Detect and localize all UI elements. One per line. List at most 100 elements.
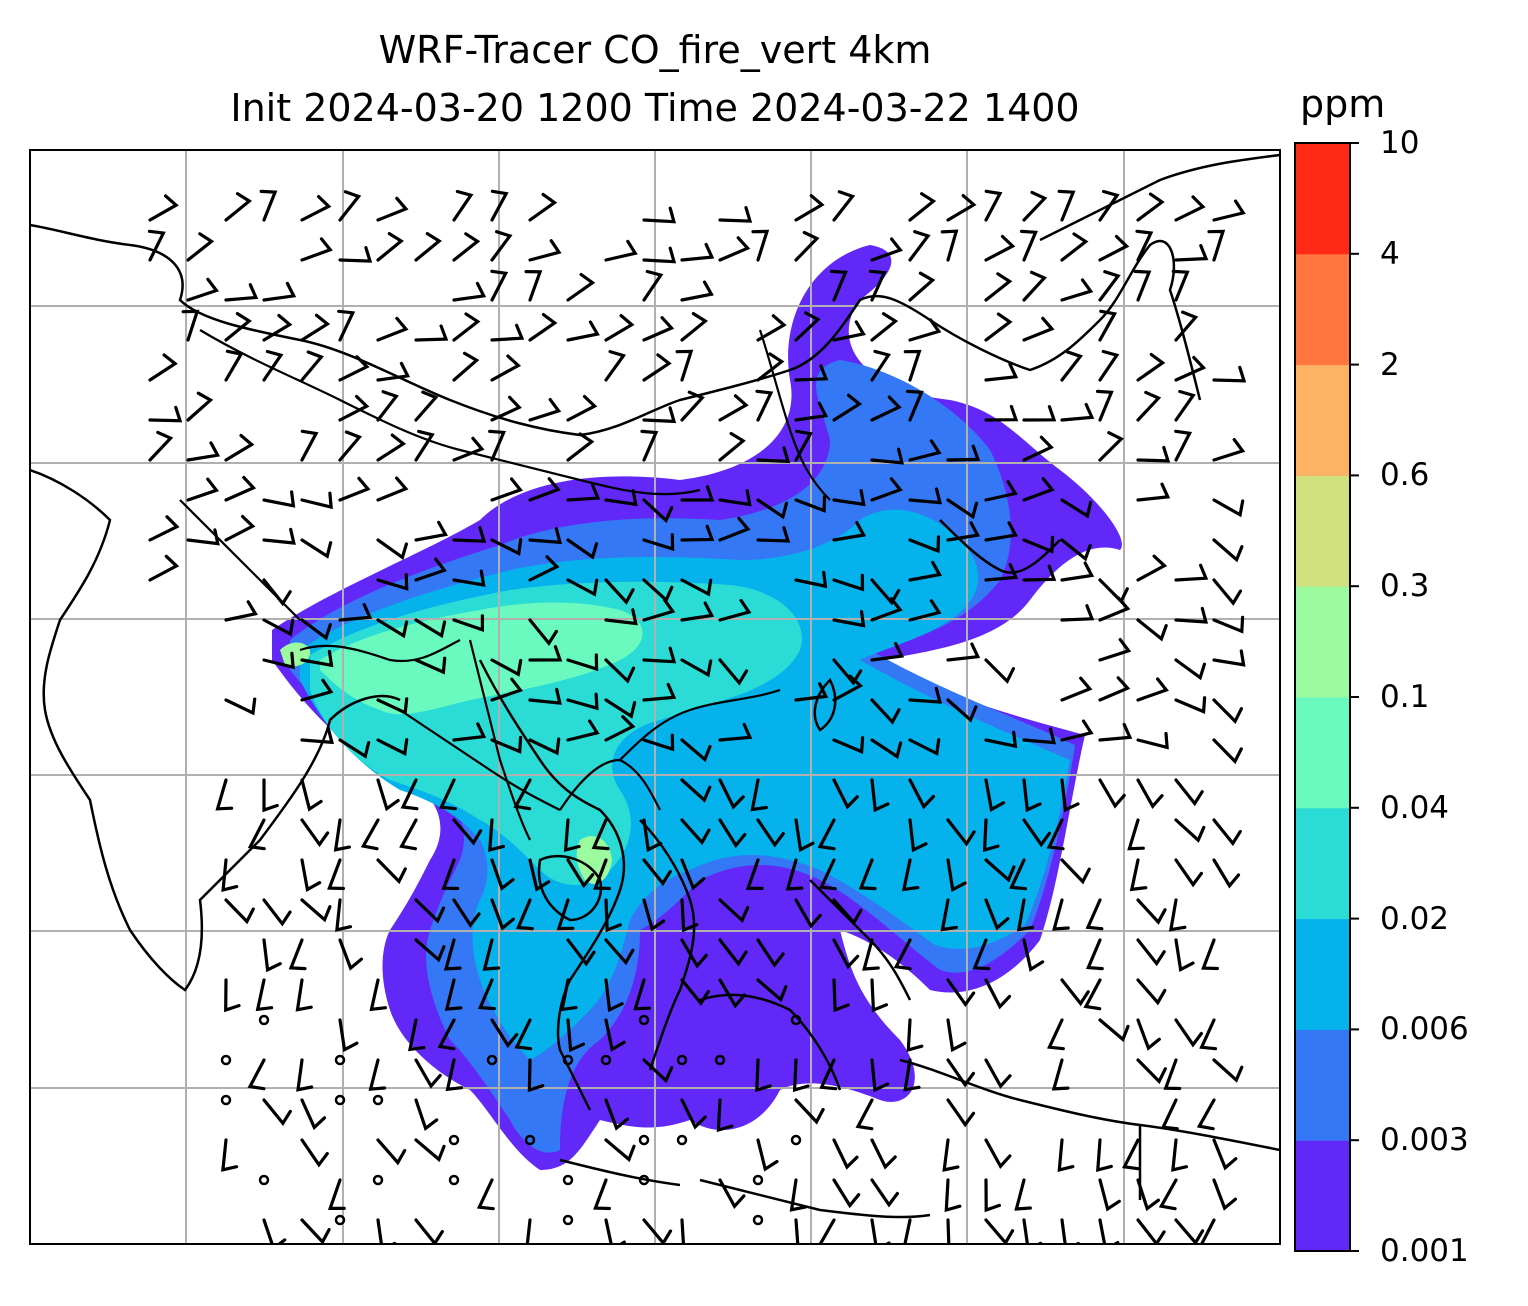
wind-barb [1098,1018,1130,1043]
wind-barb [680,578,713,597]
wind-barb [642,353,672,382]
wind-barb [368,1058,387,1091]
wind-barb [288,938,307,971]
wind-barb [984,234,1016,262]
wind-barb [1174,606,1209,624]
wind-barb [642,1218,673,1244]
wind-barb [186,441,221,462]
wind-barb [1060,1218,1080,1244]
wind-barb [560,978,578,1012]
wind-barb [756,498,789,520]
wind-barb [714,1054,726,1066]
wind-barb [794,682,829,702]
wind-barb [1163,1058,1182,1091]
wind-barb [832,658,863,686]
wind-barb [452,232,481,262]
wind-barb [247,818,266,851]
wind-barb [1098,309,1118,342]
wind-barb [593,1178,611,1211]
wind-barb [338,430,363,462]
wind-barb [1060,350,1084,382]
wind-barb [490,477,523,502]
wind-barb [680,524,715,542]
wind-barb [258,1174,270,1186]
wind-barb [414,557,447,582]
wind-barb [490,658,523,677]
wind-barb [903,1058,921,1092]
wind-barb [148,515,180,542]
wind-barb [908,271,936,302]
wind-barb [376,1138,407,1166]
wind-barb [528,858,551,892]
wind-barb [870,395,902,422]
colorbar-band [1295,364,1350,476]
wind-barb [452,818,483,846]
wind-barb [718,598,752,622]
wind-barb [372,1174,384,1186]
wind-barb [1136,1018,1161,1051]
wind-barb [1136,390,1162,422]
wind-barb [1212,498,1245,518]
wind-barb [1022,1218,1043,1244]
wind-barb [832,898,863,926]
wind-barb [262,1218,287,1244]
wind-barb [794,570,828,589]
colorbar-band [1295,143,1350,255]
wind-barb [984,362,1019,382]
wind-barb [1098,234,1130,262]
wind-barb [1060,858,1091,885]
wind-barb [334,1094,346,1106]
wind-barb [372,1094,384,1106]
wind-barb [1136,938,1166,967]
wind-barb [148,405,183,423]
wind-barb [486,1054,498,1066]
wind-barb [1136,778,1164,809]
wind-barb [642,858,672,887]
wind-barb [1171,269,1190,302]
wind-barb [1022,535,1055,554]
wind-barb [819,1058,838,1091]
wind-barb [452,189,474,222]
wind-barb [300,313,331,342]
wind-barb [680,858,706,891]
wind-barb [832,674,864,702]
wind-barb [1174,389,1196,422]
wind-barb [680,738,712,763]
wind-barb [1057,1138,1075,1172]
wind-barb [642,598,676,622]
wind-barb [376,697,409,716]
wind-barb [338,355,370,382]
wind-barb [940,229,959,262]
wind-barb [224,312,252,342]
wind-barb [439,778,457,811]
wind-barb [790,1014,802,1026]
wind-barb [718,431,746,462]
wind-barb [477,978,496,1011]
wind-barb [1129,858,1148,892]
colorbar-tick-label: 0.3 [1380,568,1430,605]
map-title-line2: Init 2024-03-20 1200 Time 2024-03-22 140… [230,86,1080,130]
wind-barb [642,246,677,264]
wind-barb [1022,435,1054,462]
wind-barb [1136,482,1171,502]
wind-barb [640,429,659,462]
wind-barb [444,978,463,1011]
wind-barb [832,778,859,810]
wind-barb [414,898,446,924]
wind-barb [300,237,333,262]
wind-barb [300,350,324,382]
wind-barb [1174,1018,1203,1048]
wind-barb [1212,738,1243,765]
wind-barb [794,495,827,513]
wind-barb [186,232,215,262]
wind-barb [1136,677,1169,702]
wind-barb [452,898,481,928]
wind-barb [984,1138,1012,1170]
wind-barb [1060,978,1090,1007]
wind-barb [751,229,770,262]
wind-barb [376,538,408,561]
colorbar-tick-label: 0.003 [1380,1122,1469,1159]
wind-barb [908,318,942,342]
wind-barb [247,1058,266,1091]
wind-barb [562,1174,574,1186]
